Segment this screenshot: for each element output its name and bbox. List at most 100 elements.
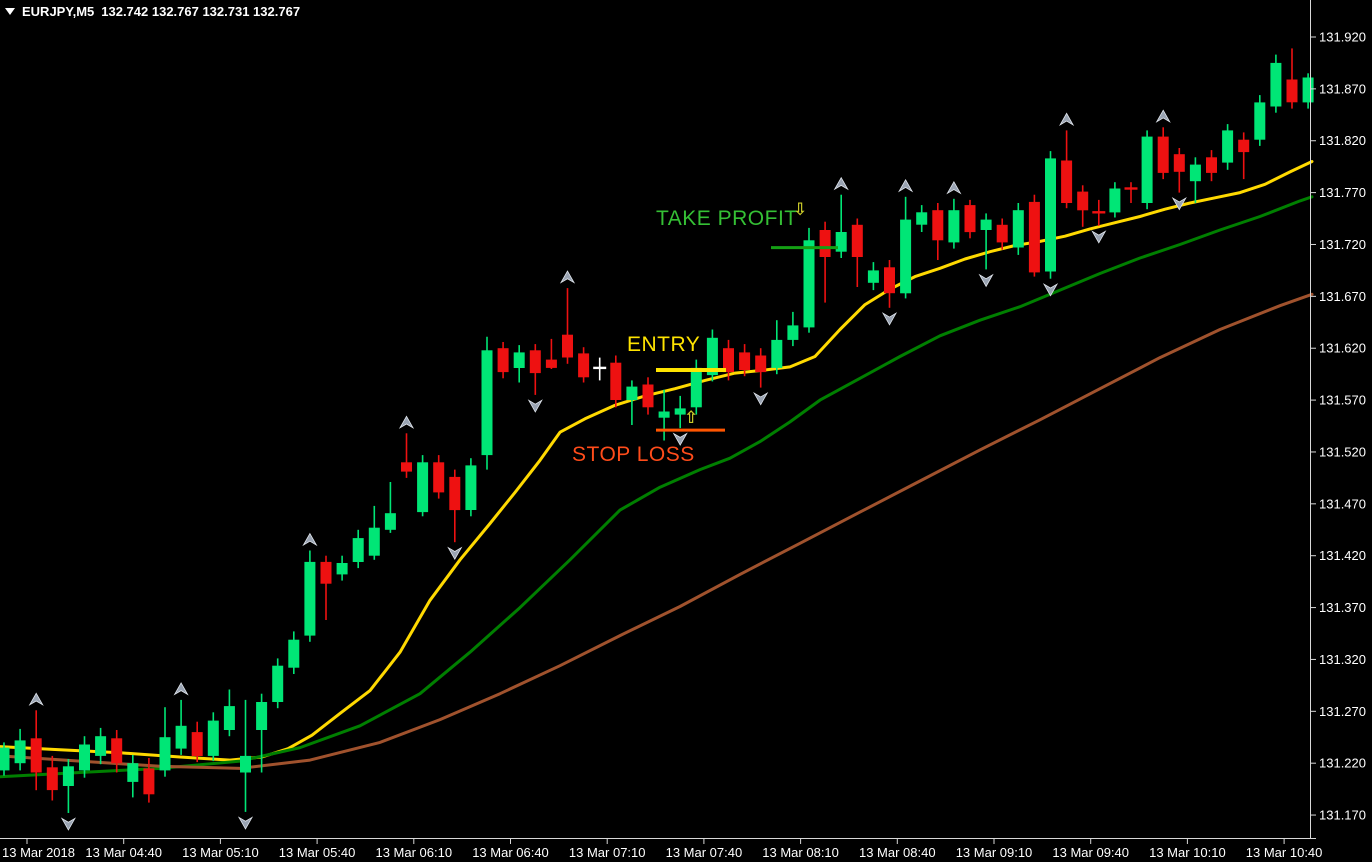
time-axis-label[interactable]: 13 Mar 09:40 <box>1052 845 1129 860</box>
candle <box>1077 185 1089 227</box>
candle <box>352 529 364 569</box>
time-axis-label[interactable]: 13 Mar 08:10 <box>762 845 839 860</box>
candle <box>111 730 123 773</box>
candle <box>706 329 718 382</box>
price-axis-label[interactable]: 131.570 <box>1319 393 1366 408</box>
candle <box>610 355 622 408</box>
bull-candle-body <box>368 527 380 556</box>
bear-candle-body <box>30 738 42 773</box>
fractal-up-arrow-icon <box>898 178 914 193</box>
bull-candle-body <box>95 736 107 756</box>
fractal-down-arrow-icon <box>1042 283 1059 297</box>
stop-loss-label[interactable]: STOP LOSS <box>572 443 695 466</box>
time-axis-label[interactable]: 13 Mar 04:40 <box>85 845 162 860</box>
time-axis-label[interactable]: 13 Mar 09:10 <box>956 845 1033 860</box>
candle <box>0 742 10 776</box>
time-axis-label[interactable]: 13 Mar 05:40 <box>279 845 356 860</box>
fractal-up-arrow-icon <box>833 176 849 191</box>
price-axis-label[interactable]: 131.270 <box>1319 704 1366 719</box>
time-axis-label[interactable]: 13 Mar 05:10 <box>182 845 259 860</box>
candle <box>1286 48 1298 109</box>
price-axis-label[interactable]: 131.220 <box>1319 756 1366 771</box>
time-axis-label[interactable]: 13 Mar 10:40 <box>1246 845 1323 860</box>
candle <box>14 728 26 771</box>
fractal-down-arrow-icon <box>672 432 688 446</box>
bear-candle-body <box>610 362 622 400</box>
price-axis-label[interactable]: 131.670 <box>1319 289 1366 304</box>
fractal-up-arrow-icon <box>398 415 415 429</box>
bull-candle-body <box>127 763 139 782</box>
doji-bar <box>1124 187 1138 190</box>
price-axis-label[interactable]: 131.320 <box>1319 652 1366 667</box>
candle <box>1238 132 1250 180</box>
bull-candle-body <box>1012 210 1024 248</box>
candle <box>207 712 219 762</box>
price-axis-label[interactable]: 131.420 <box>1319 548 1366 563</box>
candle <box>835 194 847 258</box>
candle <box>1012 203 1024 255</box>
price-axis-label[interactable]: 131.920 <box>1319 30 1366 45</box>
candle <box>513 345 525 383</box>
candle <box>127 754 139 798</box>
bull-candle-body <box>304 561 316 636</box>
bull-candle-body <box>0 747 10 771</box>
symbol-dropdown-icon[interactable] <box>5 8 15 15</box>
price-axis-label[interactable]: 131.520 <box>1319 444 1366 459</box>
bull-candle-body <box>336 563 348 575</box>
fractal-down-arrow-icon <box>527 399 543 413</box>
time-axis-label[interactable]: 13 Mar 06:40 <box>472 845 549 860</box>
candle <box>449 469 461 543</box>
price-axis-label[interactable]: 131.820 <box>1319 133 1366 148</box>
candle <box>1141 130 1153 210</box>
bear-candle-body <box>739 352 751 370</box>
price-axis-label[interactable]: 131.870 <box>1319 81 1366 96</box>
bull-candle-body <box>256 702 268 730</box>
candle <box>1045 151 1056 279</box>
candle <box>497 342 509 379</box>
bull-candle-body <box>384 513 396 530</box>
bull-candle-body <box>1254 102 1266 140</box>
candle <box>143 758 155 803</box>
price-axis-label[interactable]: 131.770 <box>1319 185 1366 200</box>
entry-label[interactable]: ENTRY <box>627 333 701 356</box>
bull-candle-body <box>352 538 364 562</box>
price-axis-label[interactable]: 131.720 <box>1319 237 1366 252</box>
time-axis-label[interactable]: 13 Mar 06:10 <box>375 845 452 860</box>
candle <box>723 339 734 381</box>
time-axis-label[interactable]: 13 Mar 10:10 <box>1149 845 1226 860</box>
bull-candle-body <box>1141 136 1153 203</box>
take-profit-down-arrow-icon: ⇩ <box>793 200 808 220</box>
bear-candle-body <box>884 267 895 294</box>
time-axis-label[interactable]: 13 Mar 2018 <box>2 845 75 860</box>
bear-candle-body <box>755 355 767 373</box>
time-axis-label[interactable]: 13 Mar 07:40 <box>666 845 743 860</box>
bull-candle-body <box>690 367 702 408</box>
candle <box>272 658 284 709</box>
price-axis-label[interactable]: 131.470 <box>1319 496 1366 511</box>
candle <box>900 196 912 299</box>
candle <box>674 395 686 429</box>
price-axis-label[interactable]: 131.170 <box>1319 808 1366 823</box>
candle <box>948 198 960 249</box>
bull-candle-body <box>787 325 799 340</box>
candle <box>739 344 751 377</box>
time-axis-label[interactable]: 13 Mar 07:10 <box>569 845 646 860</box>
time-axis-label[interactable]: 13 Mar 08:40 <box>859 845 936 860</box>
candle <box>159 707 171 777</box>
bull-candle-body <box>674 408 686 415</box>
fractal-up-arrow-icon <box>559 270 576 284</box>
medium-ma-line <box>0 195 1314 779</box>
candle <box>562 288 573 364</box>
bull-candle-body <box>79 744 90 771</box>
bear-candle-body <box>1061 160 1073 203</box>
candle <box>1254 95 1266 146</box>
price-axis-label[interactable]: 131.620 <box>1319 341 1366 356</box>
candle <box>1206 150 1217 182</box>
bear-candle-body <box>562 334 573 358</box>
candle <box>851 218 863 287</box>
bull-candle-body <box>980 219 992 230</box>
bear-candle-body <box>1286 79 1298 103</box>
price-axis-label[interactable]: 131.370 <box>1319 600 1366 615</box>
take-profit-label[interactable]: TAKE PROFIT <box>656 207 798 230</box>
